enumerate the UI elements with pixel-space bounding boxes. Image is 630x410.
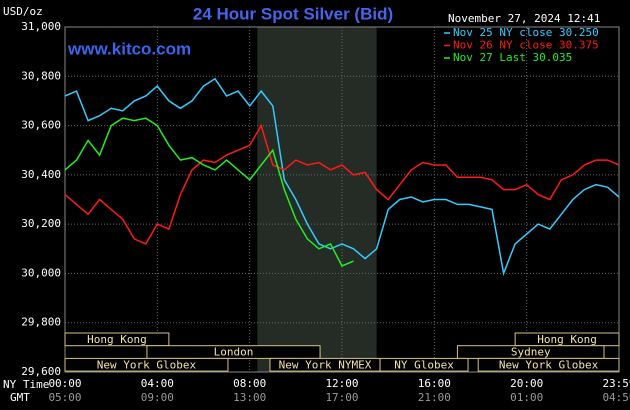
x2-tick-label: 05:00 bbox=[48, 391, 81, 404]
x-tick-label: 16:00 bbox=[418, 377, 451, 390]
session-bar bbox=[477, 357, 620, 372]
y-tick-label: 30,600 bbox=[21, 119, 61, 132]
highlight-band bbox=[257, 27, 377, 372]
watermark: www.kitco.com bbox=[67, 39, 191, 58]
legend-label: Nov 26 NY close 30.375 bbox=[453, 39, 599, 52]
series-line bbox=[64, 117, 354, 267]
x-tick-label: 20:00 bbox=[510, 377, 543, 390]
series-line bbox=[64, 123, 620, 245]
legend-label: Nov 25 NY close 30.250 bbox=[453, 26, 599, 39]
session-label: New York Globex bbox=[499, 358, 599, 371]
session-bar bbox=[146, 345, 321, 359]
x-tick-label: 04:00 bbox=[141, 377, 174, 390]
y-tick-label: 29,800 bbox=[21, 316, 61, 329]
chart-title: 24 Hour Spot Silver (Bid) bbox=[193, 4, 393, 23]
session-label: NY Globex bbox=[394, 358, 454, 371]
session-bar bbox=[64, 357, 229, 372]
y-tick-label: 30,400 bbox=[21, 168, 61, 181]
plot-frame bbox=[64, 26, 620, 373]
y-tick-label: 30,000 bbox=[21, 266, 61, 279]
x2-tick-label: 01:00 bbox=[510, 391, 543, 404]
x-tick-label: 00:00 bbox=[48, 377, 81, 390]
x2-tick-label: 13:00 bbox=[233, 391, 266, 404]
y-tick-label: 31,000 bbox=[21, 20, 61, 33]
legend-label: Nov 27 Last 30.035 bbox=[453, 51, 572, 64]
x2-tick-label: 09:00 bbox=[141, 391, 174, 404]
session-bar bbox=[64, 332, 170, 347]
x2-tick-label: 04:59 bbox=[602, 391, 630, 404]
series-line bbox=[64, 77, 620, 277]
x-axis-label: NY Time bbox=[3, 378, 49, 391]
y-tick-label: 29,600 bbox=[21, 365, 61, 378]
y-axis-label: USD/oz bbox=[3, 5, 43, 18]
session-label: Hong Kong bbox=[537, 333, 597, 346]
x2-tick-label: 17:00 bbox=[325, 391, 358, 404]
session-label: New York Globex bbox=[97, 358, 197, 371]
x-tick-label: 08:00 bbox=[233, 377, 266, 390]
session-label: Sydney bbox=[511, 346, 551, 359]
x2-tick-label: 21:00 bbox=[418, 391, 451, 404]
session-label: New York NYMEX bbox=[279, 358, 372, 371]
timestamp: November 27, 2024 12:41 bbox=[448, 12, 600, 25]
x-tick-label: 23:59 bbox=[602, 377, 630, 390]
y-tick-label: 30,800 bbox=[21, 69, 61, 82]
session-bar bbox=[379, 357, 469, 372]
x-tick-label: 12:00 bbox=[325, 377, 358, 390]
y-tick-label: 30,200 bbox=[21, 217, 61, 230]
x2-axis-label: GMT bbox=[10, 391, 30, 404]
session-label: Hong Kong bbox=[87, 333, 147, 346]
session-label: London bbox=[214, 346, 254, 359]
